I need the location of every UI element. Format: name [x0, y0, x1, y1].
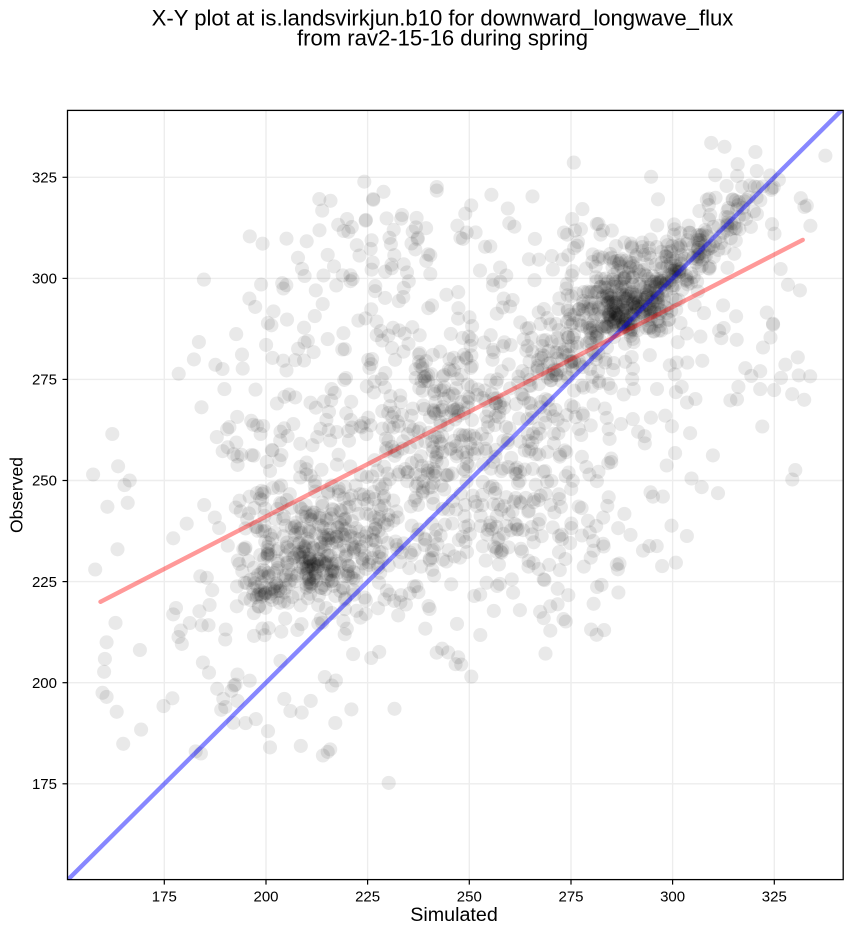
svg-text:200: 200: [32, 675, 57, 692]
svg-text:225: 225: [32, 574, 57, 591]
svg-text:325: 325: [32, 170, 57, 187]
svg-text:175: 175: [152, 889, 177, 906]
svg-text:300: 300: [32, 271, 57, 288]
svg-text:275: 275: [32, 372, 57, 389]
svg-text:325: 325: [762, 889, 787, 906]
svg-text:250: 250: [32, 473, 57, 490]
svg-text:from rav2-15-16 during spring: from rav2-15-16 during spring: [297, 25, 588, 50]
svg-text:Simulated: Simulated: [410, 904, 498, 926]
svg-text:300: 300: [660, 889, 685, 906]
svg-text:200: 200: [253, 889, 278, 906]
svg-text:X-Y plot at is.landsvirkjun.b1: X-Y plot at is.landsvirkjun.b10 for down…: [152, 6, 734, 31]
svg-text:Observed: Observed: [7, 457, 27, 533]
svg-text:250: 250: [457, 889, 482, 906]
svg-text:275: 275: [558, 889, 583, 906]
svg-text:225: 225: [355, 889, 380, 906]
svg-text:175: 175: [32, 776, 57, 793]
